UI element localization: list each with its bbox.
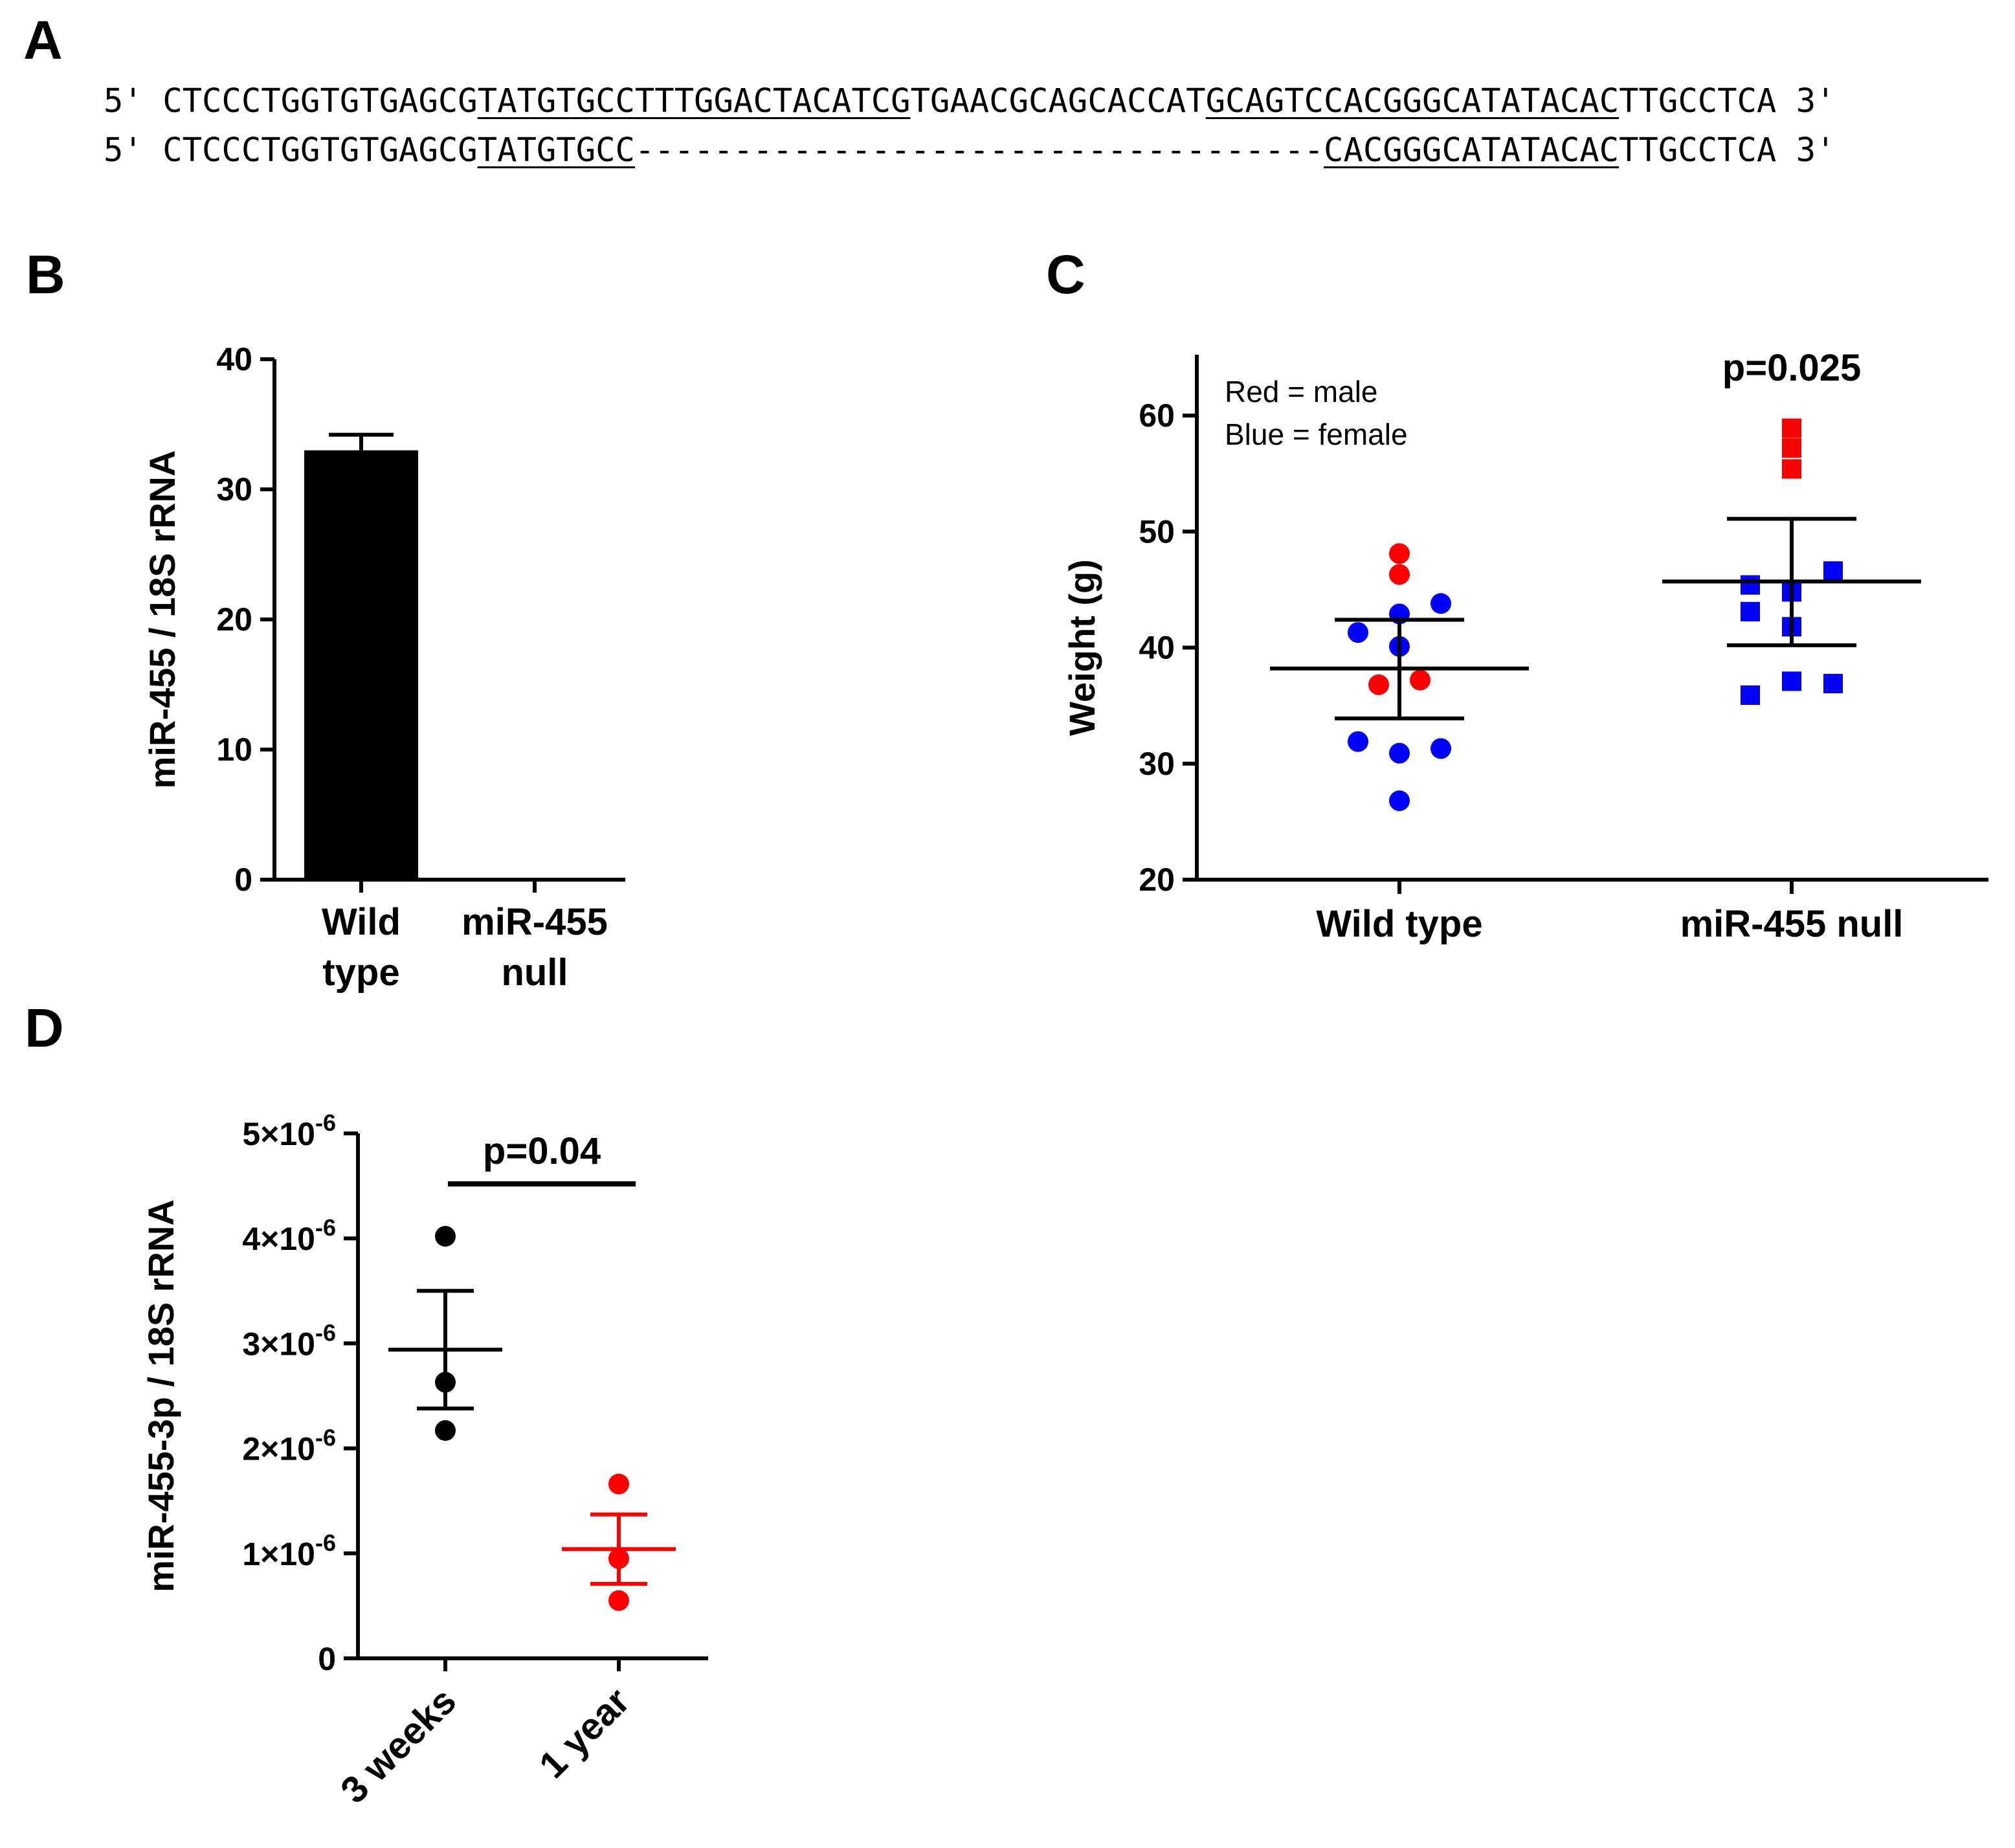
- sequence-deletion: 5' CTCCCTGGTGTGAGCGTATGTGCC-------------…: [104, 131, 1836, 169]
- x-category-label: miR-455 null: [1680, 903, 1904, 945]
- data-point: [1782, 418, 1801, 438]
- y-tick-label: 5×10-6: [242, 1109, 336, 1152]
- sequence-wild-type: 5' CTCCCTGGTGTGAGCGTATGTGCCTTTGGACTACATC…: [104, 82, 1836, 120]
- panel-letter-a: A: [23, 10, 63, 71]
- y-tick-label: 2×10-6: [242, 1425, 336, 1467]
- seq1-suffix: TTGCCTCA 3': [1619, 82, 1836, 120]
- y-tick-label: 0: [234, 862, 252, 898]
- data-point: [1431, 738, 1451, 759]
- data-point: [1389, 790, 1410, 812]
- data-point: [608, 1590, 629, 1611]
- seq2-suffix: TTGCCTCA 3': [1619, 131, 1836, 169]
- y-tick-label: 60: [1139, 397, 1175, 434]
- y-tick-label: 0: [318, 1641, 336, 1677]
- data-point: [1782, 459, 1801, 479]
- data-point: [1823, 561, 1843, 581]
- seq1-underlined-2: GCAGTCCACGGGCATATACAC: [1205, 82, 1620, 120]
- seq2-underlined-1: TATGTGCC: [477, 131, 635, 169]
- y-tick-label: 20: [216, 601, 252, 638]
- y-tick-label: 20: [1139, 862, 1175, 898]
- seq2-prefix: 5' CTCCCTGGTGTGAGCG: [104, 131, 478, 169]
- seq1-prefix: 5' CTCCCTGGTGTGAGCG: [104, 82, 478, 120]
- data-point: [1782, 671, 1801, 691]
- x-category-label: Wild: [322, 901, 401, 943]
- data-point: [1431, 593, 1451, 614]
- chart-b-bar: 0 10 20 30 40 Wild type miR-455 null miR-455 / 18…: [142, 341, 625, 994]
- y-tick-label: 40: [216, 341, 252, 377]
- data-point: [1389, 564, 1410, 585]
- y-axis-label: Weight (g): [1062, 559, 1102, 736]
- y-tick-label: 10: [216, 731, 252, 768]
- x-category-label: 3 weeks: [333, 1680, 464, 1811]
- data-point: [1741, 685, 1760, 705]
- y-tick-label: 1×10-6: [242, 1530, 336, 1572]
- data-point: [1348, 622, 1368, 643]
- data-point: [1410, 669, 1431, 691]
- data-point: [1389, 543, 1410, 564]
- seq2-gap: -----------------------------------: [634, 131, 1324, 169]
- x-category-label: type: [322, 952, 399, 994]
- data-point: [1741, 601, 1760, 621]
- data-point: [1823, 674, 1843, 694]
- y-axis-label: miR-455-3p / 18S rRNA: [140, 1199, 181, 1592]
- y-tick-label: 30: [216, 471, 252, 507]
- y-axis-label: miR-455 / 18S rRNA: [142, 451, 183, 789]
- bar: [304, 450, 418, 880]
- chart-c-weight-scatter: 20 30 40 50 60 Wild type miR-455 null p=0.025 We…: [1062, 347, 1988, 945]
- legend-note-male: Red = male: [1225, 375, 1378, 408]
- y-tick-label: 4×10-6: [242, 1214, 336, 1257]
- data-point: [1348, 731, 1368, 752]
- seq1-underlined-1: TATGTGCCTTTGGACTACATCG: [477, 82, 911, 120]
- panel-letter-b: B: [26, 244, 65, 305]
- x-category-label: 1 year: [531, 1680, 638, 1787]
- panel-letter-c: C: [1046, 244, 1085, 305]
- data-point: [1741, 575, 1760, 595]
- chart-d-expression-scatter: 0 1×10-6 2×10-6 3×10-6 4×10-6 5×10-6 3 weeks 1 …: [140, 1109, 708, 1812]
- seq1-middle: TGAACGCAGCACCAT: [910, 82, 1206, 120]
- panel-letter-d: D: [25, 997, 64, 1058]
- p-value-label: p=0.04: [483, 1130, 601, 1172]
- data-point: [1782, 438, 1801, 458]
- y-tick-label: 50: [1139, 513, 1175, 550]
- x-category-label: Wild type: [1316, 903, 1482, 945]
- p-value-label: p=0.025: [1722, 347, 1861, 389]
- x-category-label: miR-455: [462, 901, 608, 943]
- y-tick-label: 40: [1139, 630, 1175, 666]
- legend-note-female: Blue = female: [1225, 417, 1408, 451]
- data-point: [435, 1420, 456, 1442]
- data-point: [1389, 742, 1410, 764]
- data-point: [608, 1473, 629, 1495]
- x-category-label: null: [501, 952, 568, 994]
- y-tick-label: 3×10-6: [242, 1319, 336, 1362]
- data-point: [435, 1225, 456, 1247]
- data-point: [1368, 674, 1389, 695]
- y-tick-label: 30: [1139, 746, 1175, 782]
- seq2-underlined-2: CACGGGCATATACAC: [1324, 131, 1620, 169]
